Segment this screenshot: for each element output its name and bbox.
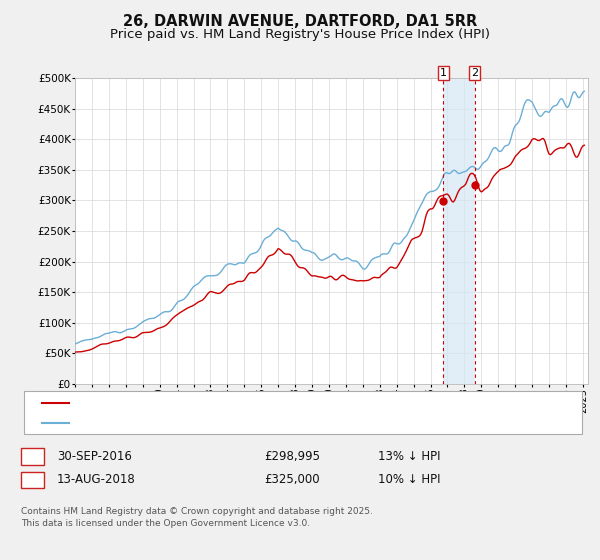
Text: 1: 1 bbox=[440, 68, 447, 78]
Text: 10% ↓ HPI: 10% ↓ HPI bbox=[378, 473, 440, 487]
Text: Price paid vs. HM Land Registry's House Price Index (HPI): Price paid vs. HM Land Registry's House … bbox=[110, 28, 490, 41]
Text: Contains HM Land Registry data © Crown copyright and database right 2025.
This d: Contains HM Land Registry data © Crown c… bbox=[21, 507, 373, 528]
Text: 1: 1 bbox=[29, 450, 36, 463]
Bar bbox=[443, 78, 475, 384]
Text: £298,995: £298,995 bbox=[264, 450, 320, 463]
Text: 13-AUG-2018: 13-AUG-2018 bbox=[57, 473, 136, 487]
Text: £325,000: £325,000 bbox=[264, 473, 320, 487]
Text: 26, DARWIN AVENUE, DARTFORD, DA1 5RR (semi-detached house): 26, DARWIN AVENUE, DARTFORD, DA1 5RR (se… bbox=[74, 398, 421, 408]
Text: 2: 2 bbox=[29, 473, 36, 487]
Text: 13% ↓ HPI: 13% ↓ HPI bbox=[378, 450, 440, 463]
Text: 30-SEP-2016: 30-SEP-2016 bbox=[57, 450, 132, 463]
Text: 2: 2 bbox=[472, 68, 478, 78]
Text: HPI: Average price, semi-detached house, Dartford: HPI: Average price, semi-detached house,… bbox=[74, 418, 340, 428]
Text: 26, DARWIN AVENUE, DARTFORD, DA1 5RR: 26, DARWIN AVENUE, DARTFORD, DA1 5RR bbox=[123, 14, 477, 29]
